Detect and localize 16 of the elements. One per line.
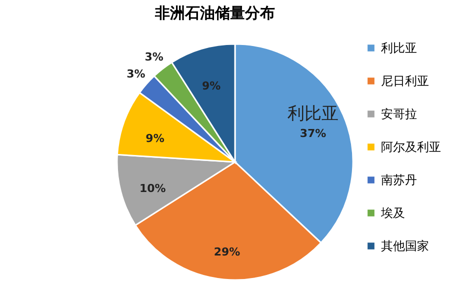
data-label: 37% [300, 127, 326, 140]
data-label: 9% [202, 79, 221, 92]
legend-label: 阿尔及利亚 [381, 140, 441, 154]
data-label: 3% [144, 50, 164, 64]
data-label: 3% [126, 68, 146, 81]
chart-title: 非洲石油储量分布 [154, 4, 275, 22]
legend-label: 其他国家 [381, 239, 429, 253]
legend-label: 利比亚 [381, 41, 417, 55]
legend-label: 埃及 [380, 206, 405, 220]
legend-label: 尼日利亚 [381, 74, 429, 88]
data-label: 10% [140, 182, 166, 196]
legend-label: 安哥拉 [381, 107, 417, 121]
legend-label: 南苏丹 [381, 173, 417, 187]
data-label: 9% [146, 132, 164, 146]
data-label: 29% [214, 246, 240, 259]
text: 利比亚 [288, 104, 339, 124]
